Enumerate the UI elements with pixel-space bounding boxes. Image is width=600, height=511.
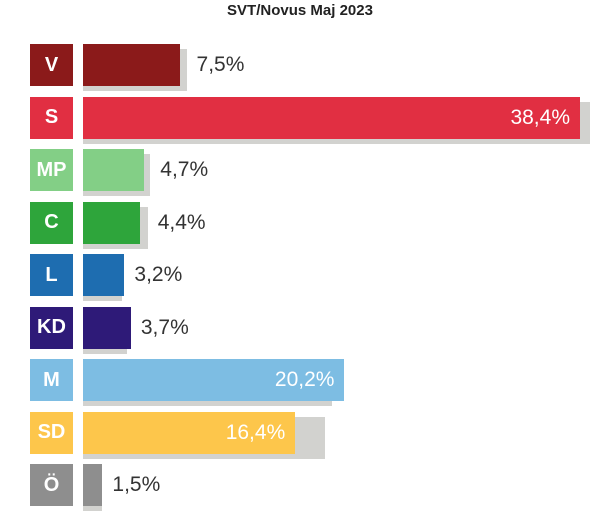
value-label: 20,2% — [274, 368, 335, 391]
bar-row: MP 4,7% — [0, 149, 600, 196]
bar-row: L 3,2% — [0, 254, 600, 301]
party-badge: SD — [30, 411, 73, 454]
value-bar — [83, 411, 296, 454]
value-bar — [83, 149, 144, 191]
value-label: 38,4% — [510, 105, 570, 129]
party-badge: C — [30, 201, 73, 244]
value-bar — [83, 44, 181, 86]
party-badge: V — [30, 44, 73, 86]
value-bar — [83, 306, 131, 349]
bar-row: M 20,2% — [0, 359, 600, 406]
bar-row: S 38,4% — [0, 96, 600, 144]
value-label: 3,7% — [140, 315, 189, 339]
bar-row: KD 3,7% — [0, 306, 600, 354]
party-badge: S — [30, 96, 73, 139]
value-bar — [83, 359, 345, 401]
value-bar — [83, 96, 580, 139]
party-badge: L — [30, 254, 73, 296]
value-bar — [83, 464, 103, 506]
party-badge: M — [30, 359, 73, 401]
party-badge: MP — [30, 149, 73, 191]
value-label: 16,4% — [225, 420, 286, 444]
party-badge: Ö — [30, 464, 73, 506]
value-label: 3,2% — [134, 263, 183, 286]
bar-row: Ö 1,5% — [0, 464, 600, 511]
party-badge: KD — [30, 306, 73, 349]
bar-row: C 4,4% — [0, 201, 600, 249]
value-label: 7,5% — [196, 53, 245, 76]
chart-title: SVT/Novus Maj 2023 — [227, 2, 373, 19]
value-label: 4,4% — [157, 210, 206, 234]
value-label: 4,7% — [160, 158, 209, 181]
value-bar — [83, 201, 140, 244]
bar-row: V 7,5% — [0, 44, 600, 91]
value-label: 1,5% — [112, 473, 161, 496]
value-bar — [83, 254, 125, 296]
bar-row: SD 16,4% — [0, 411, 600, 459]
